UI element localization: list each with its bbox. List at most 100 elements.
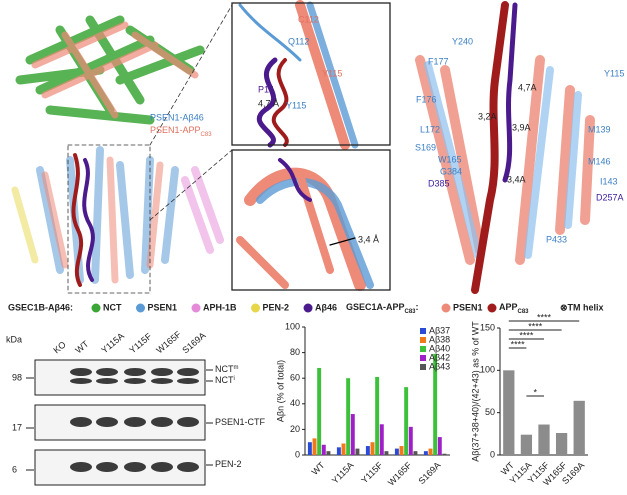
bar bbox=[379, 424, 384, 455]
structure-detail bbox=[415, 1, 595, 294]
lane-label: WT bbox=[73, 338, 91, 355]
blot-band bbox=[177, 462, 199, 472]
structure-label: F176 bbox=[416, 94, 437, 104]
structure-overview bbox=[11, 4, 233, 294]
blot-band bbox=[177, 368, 199, 376]
blot-band bbox=[96, 462, 118, 472]
legend-label: Aβ46 bbox=[315, 302, 337, 312]
structure-label: Y240 bbox=[452, 36, 473, 46]
y-tick-label: 20 bbox=[290, 424, 300, 434]
structure-label: M146 bbox=[588, 156, 611, 166]
bar bbox=[384, 451, 389, 455]
structure-label: L172 bbox=[420, 124, 440, 134]
bar bbox=[408, 426, 413, 455]
band-label-sup: i bbox=[234, 376, 235, 382]
legend-group-sub: C83 bbox=[405, 309, 417, 315]
bar bbox=[394, 448, 399, 455]
legend-label: APPC83 bbox=[499, 302, 529, 314]
legend: NCT PSEN1 APH-1B PEN-2 Aβ46 bbox=[91, 302, 337, 313]
y-axis-label: Aβn (% of total) bbox=[275, 360, 285, 422]
structure-label: M139 bbox=[588, 124, 611, 134]
bar bbox=[428, 448, 433, 455]
legend-label: Aβ37 bbox=[429, 325, 450, 335]
legend-group-text: GSEC1A-APP bbox=[346, 302, 405, 312]
legend-swatch bbox=[420, 364, 426, 370]
legend-text: APP bbox=[499, 302, 518, 312]
structure-inset-bottom bbox=[231, 149, 391, 291]
bar bbox=[317, 367, 322, 455]
y-tick-label: 100 bbox=[285, 321, 300, 331]
blot-band bbox=[96, 417, 118, 427]
blot-band bbox=[70, 368, 92, 376]
blot-band bbox=[124, 368, 146, 376]
bar bbox=[370, 442, 375, 455]
blot-band bbox=[151, 417, 173, 427]
bar bbox=[399, 446, 404, 455]
structure-label: F177 bbox=[428, 56, 449, 66]
bar bbox=[350, 414, 355, 455]
bar bbox=[555, 432, 568, 455]
blot-band bbox=[70, 417, 92, 427]
legend-swatch bbox=[420, 328, 426, 334]
legend-swatch bbox=[303, 303, 313, 313]
x-tick-label: Y115A bbox=[330, 460, 356, 486]
legend-swatch bbox=[441, 303, 451, 313]
structure-label: 3,4A bbox=[507, 174, 526, 184]
bar bbox=[336, 447, 341, 455]
structure-label: 3,9A bbox=[512, 122, 531, 132]
structure-label-text: PSEN1-APP bbox=[150, 125, 201, 135]
structure-label: 4,7 Å bbox=[258, 98, 279, 108]
blot-band bbox=[177, 417, 199, 427]
legend-label: Aβ43 bbox=[429, 361, 450, 371]
band-label: NCTm bbox=[215, 364, 239, 374]
band-label: PEN-2 bbox=[215, 459, 242, 469]
structure-label: I143 bbox=[600, 176, 618, 186]
structure-label: G384 bbox=[440, 166, 462, 176]
lane-label: Y115F bbox=[127, 331, 154, 356]
bar bbox=[423, 451, 428, 455]
y-tick-label: 150 bbox=[480, 322, 495, 332]
significance-label: **** bbox=[528, 321, 543, 331]
legend-swatch bbox=[420, 346, 426, 352]
y-tick-label: 60 bbox=[290, 373, 300, 383]
legend-sub: C83 bbox=[518, 309, 530, 315]
blot-band bbox=[96, 368, 118, 376]
structure-label: P14 bbox=[258, 84, 274, 94]
western-blot bbox=[34, 359, 206, 486]
y-axis-label: Aβ(37+38+40)/(42+43) as % of WT bbox=[470, 321, 480, 462]
bar bbox=[413, 451, 418, 455]
legend-swatch bbox=[251, 303, 261, 313]
y-tick-label: 80 bbox=[290, 347, 300, 357]
legend-swatch bbox=[136, 303, 145, 313]
structure-label: Y115 bbox=[604, 68, 624, 78]
blot-band bbox=[124, 378, 146, 384]
y-tick-label: 0 bbox=[295, 449, 300, 459]
bar bbox=[538, 424, 550, 455]
blot-unit: kDa bbox=[6, 334, 22, 344]
bar bbox=[404, 387, 409, 455]
bar bbox=[346, 378, 351, 455]
bar bbox=[520, 434, 533, 455]
bar bbox=[573, 400, 585, 455]
legend-label: ⊗TM helix bbox=[560, 302, 604, 312]
y-tick-label: 100 bbox=[480, 365, 495, 375]
bar bbox=[433, 353, 438, 455]
blot-band bbox=[151, 368, 173, 376]
structure-label: S169 bbox=[415, 142, 436, 152]
structure-label: 3,2A bbox=[478, 111, 497, 121]
band-label: NCTi bbox=[215, 375, 235, 385]
structure-label: Y115 bbox=[322, 68, 342, 78]
legend-swatch bbox=[420, 337, 426, 343]
x-tick-label: W165F bbox=[386, 460, 414, 488]
structure-label: 3,4 Å bbox=[358, 234, 379, 244]
x-tick-label: S169A bbox=[416, 460, 442, 486]
bar bbox=[437, 437, 442, 455]
structure-label: 4,7A bbox=[518, 82, 537, 92]
legend-swatch bbox=[487, 303, 497, 313]
significance-label: **** bbox=[519, 330, 534, 340]
bar bbox=[365, 446, 370, 455]
band-label-text: PEN-2 bbox=[215, 459, 242, 469]
bar bbox=[326, 451, 331, 455]
structure-label: PSEN1-Aβ46 bbox=[150, 112, 204, 122]
blot-band bbox=[124, 462, 146, 472]
